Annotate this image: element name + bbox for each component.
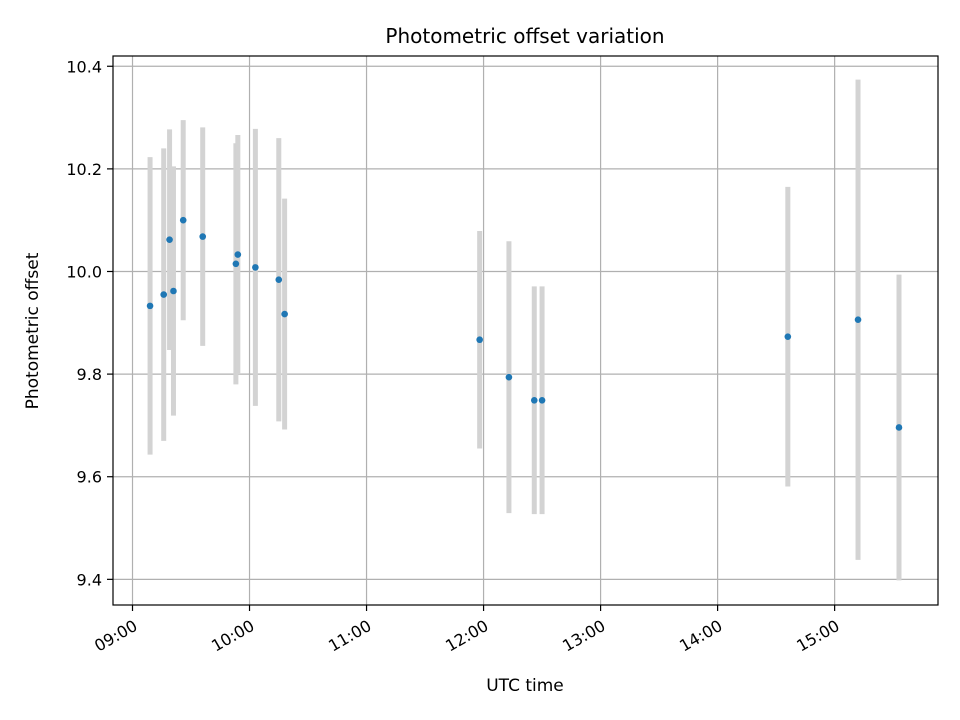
data-point — [166, 236, 173, 243]
x-tick-label: 09:00 — [91, 616, 140, 656]
error-bars — [147, 79, 902, 581]
x-tick-label: 11:00 — [325, 616, 374, 656]
y-tick-label: 10.4 — [66, 57, 102, 76]
data-point — [281, 310, 288, 318]
y-axis-ticks: 9.4 9.6 9.8 10.0 10.2 10.4 — [66, 57, 113, 589]
data-point — [895, 424, 903, 431]
grid-lines — [113, 56, 938, 605]
y-tick-label: 9.8 — [77, 365, 102, 384]
data-point — [234, 251, 242, 258]
data-points — [146, 216, 903, 431]
data-point — [505, 373, 513, 381]
data-point — [854, 316, 862, 324]
data-point — [160, 291, 168, 298]
x-tick-label: 14:00 — [676, 616, 725, 656]
data-point — [199, 233, 207, 240]
x-axis-label: UTC time — [486, 676, 564, 696]
data-point — [170, 287, 177, 295]
chart-title: Photometric offset variation — [385, 24, 664, 48]
x-tick-label: 15:00 — [793, 616, 842, 656]
x-tick-label: 13:00 — [559, 616, 608, 656]
data-point — [179, 216, 187, 224]
data-point — [146, 302, 154, 310]
x-axis-ticks: 09:00 10:00 11:00 12:00 13:00 14:00 15:00 — [91, 605, 843, 656]
x-tick-label: 12:00 — [442, 616, 491, 656]
y-tick-label: 9.4 — [77, 570, 102, 589]
y-tick-label: 10.0 — [66, 262, 102, 281]
data-point — [476, 336, 483, 344]
x-tick-label: 10:00 — [208, 616, 257, 656]
y-axis-label: Photometric offset — [23, 252, 43, 409]
data-point — [538, 396, 546, 404]
data-point — [252, 264, 259, 271]
data-point — [232, 260, 240, 268]
data-point — [275, 276, 283, 284]
plot-frame — [112, 55, 939, 606]
y-tick-label: 9.6 — [77, 468, 102, 487]
data-point — [784, 333, 792, 340]
y-tick-label: 10.2 — [66, 160, 102, 179]
data-point — [530, 396, 538, 404]
